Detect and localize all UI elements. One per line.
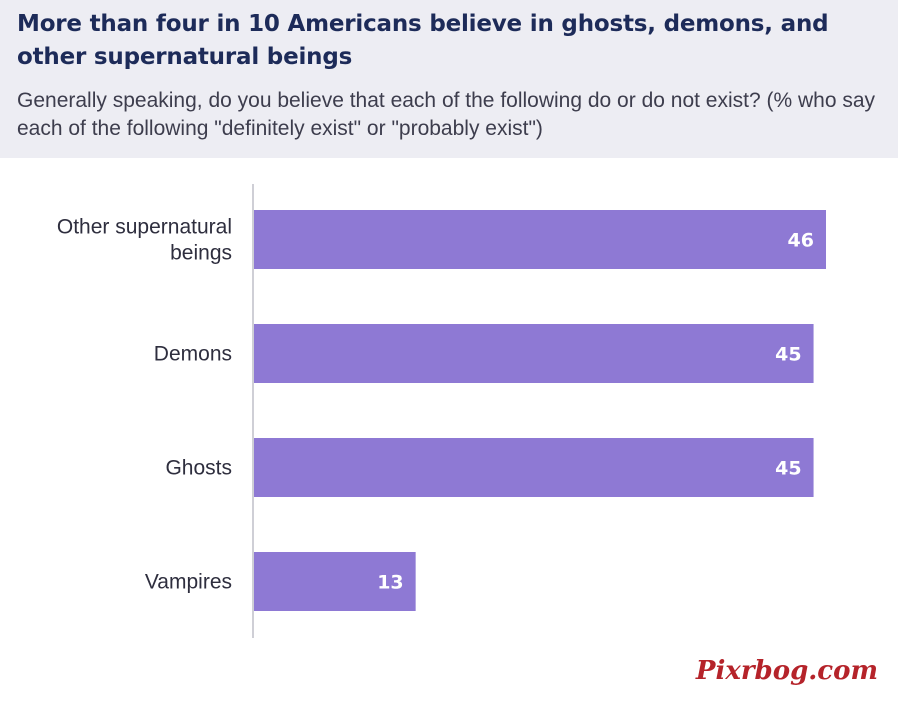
data-label: 46: [788, 230, 814, 252]
watermark-logo: Pixrbog.com: [695, 656, 878, 686]
data-label: 45: [775, 458, 801, 480]
header-panel: More than four in 10 Americans believe i…: [0, 0, 898, 158]
data-label: 45: [775, 344, 801, 366]
chart-title: More than four in 10 Americans believe i…: [17, 11, 829, 70]
bar: [254, 552, 416, 611]
bar: [254, 324, 814, 383]
bar: [254, 210, 826, 269]
data-label: 13: [377, 572, 403, 594]
chart-subtitle: Generally speaking, do you believe that …: [17, 89, 876, 140]
category-label: Vampires: [145, 571, 232, 594]
category-label: Ghosts: [165, 457, 232, 480]
category-label: Other supernatural beings: [57, 216, 232, 265]
bar: [254, 438, 814, 497]
bar-chart: 46 Other supernatural beings 45 Demons 45 Ghos…: [57, 184, 826, 638]
category-label: Demons: [154, 343, 232, 366]
